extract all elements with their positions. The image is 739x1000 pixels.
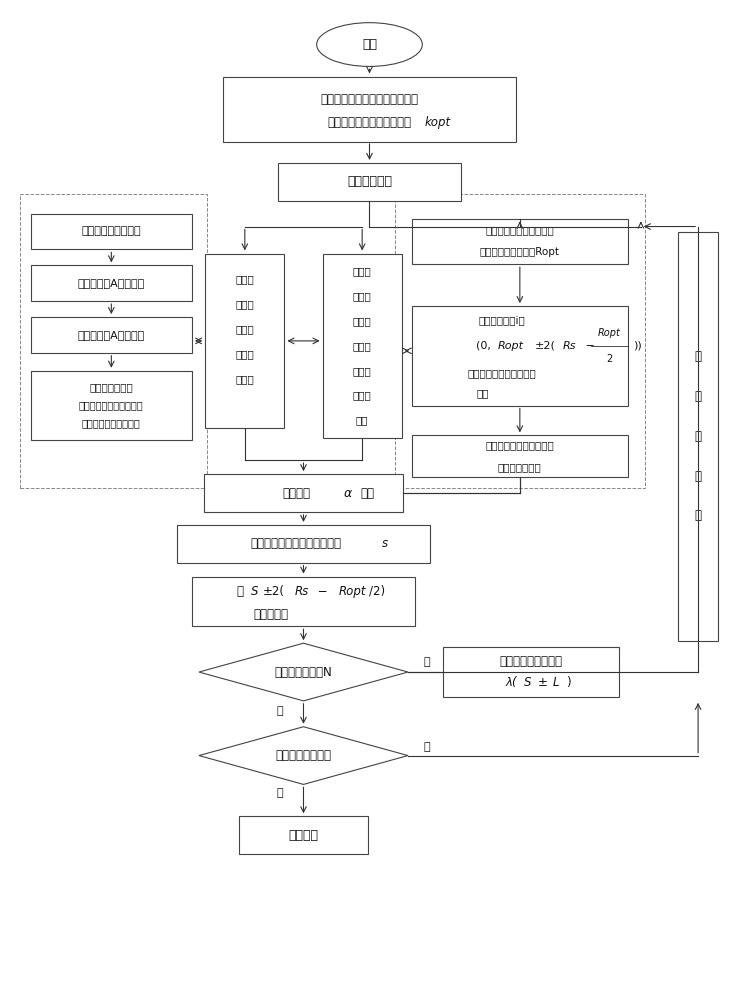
- Text: /2): /2): [370, 585, 386, 598]
- Text: 否: 否: [423, 657, 430, 667]
- Text: 根据能耗模型以及节点覆盖最优: 根据能耗模型以及节点覆盖最优: [321, 93, 418, 106]
- Polygon shape: [199, 727, 408, 784]
- Text: 是否达到最大代数: 是否达到最大代数: [276, 749, 332, 762]
- FancyBboxPatch shape: [239, 816, 368, 854]
- Text: 监测区域数字离散化: 监测区域数字离散化: [81, 227, 141, 236]
- Text: 的节点确定为其邻居骨干: 的节点确定为其邻居骨干: [467, 368, 536, 378]
- Text: L: L: [553, 676, 559, 689]
- Text: 干节点间的最优距离Ropt: 干节点间的最优距离Ropt: [480, 247, 560, 257]
- Text: 获取节点集A覆盖面积: 获取节点集A覆盖面积: [78, 330, 145, 340]
- Text: λ(: λ(: [505, 676, 517, 689]
- FancyBboxPatch shape: [223, 77, 516, 142]
- Polygon shape: [199, 643, 408, 701]
- FancyBboxPatch shape: [678, 232, 718, 641]
- Text: ±2(: ±2(: [534, 341, 556, 351]
- Text: 测区域的总面积之比）: 测区域的总面积之比）: [82, 418, 140, 428]
- Text: ): ): [566, 676, 571, 689]
- Text: 尔覆盖: 尔覆盖: [236, 299, 254, 309]
- Text: 部署结果: 部署结果: [288, 829, 319, 842]
- FancyBboxPatch shape: [443, 647, 619, 697]
- Text: ±: ±: [538, 676, 548, 689]
- FancyBboxPatch shape: [30, 265, 192, 301]
- Text: ±2(: ±2(: [263, 585, 285, 598]
- Text: Ropt: Ropt: [598, 328, 621, 338]
- FancyBboxPatch shape: [412, 219, 628, 264]
- Text: 采用系数: 采用系数: [282, 487, 310, 500]
- Text: kopt: kopt: [424, 116, 451, 129]
- Text: 署分簇: 署分簇: [353, 316, 372, 326]
- Text: 群: 群: [694, 430, 701, 443]
- Text: 距离骨干节点i为: 距离骨干节点i为: [478, 315, 525, 325]
- Text: 均匀性: 均匀性: [353, 391, 372, 401]
- Text: 覆盖率: 覆盖率: [236, 374, 254, 384]
- Text: 模型获得骨干节点的最优值: 模型获得骨干节点的最优值: [327, 116, 412, 129]
- Text: 节点: 节点: [477, 389, 489, 399]
- FancyBboxPatch shape: [322, 254, 402, 438]
- Text: S: S: [523, 676, 531, 689]
- Text: Ropt: Ropt: [338, 585, 367, 598]
- Text: （节点集的覆盖面积与监: （节点集的覆盖面积与监: [79, 401, 143, 411]
- Text: S: S: [251, 585, 258, 598]
- Text: 得网络: 得网络: [236, 349, 254, 359]
- FancyBboxPatch shape: [30, 214, 192, 249]
- Ellipse shape: [317, 23, 422, 66]
- Text: 利用布: 利用布: [236, 274, 254, 284]
- Text: 是: 是: [276, 788, 283, 798]
- Text: 智能部: 智能部: [353, 291, 372, 301]
- FancyBboxPatch shape: [30, 371, 192, 440]
- Text: 改进的: 改进的: [353, 266, 372, 276]
- FancyBboxPatch shape: [205, 474, 403, 512]
- Text: 在: 在: [237, 585, 248, 598]
- Text: Rs: Rs: [295, 585, 309, 598]
- Text: 调整节点飞行方向为: 调整节点飞行方向为: [500, 655, 562, 668]
- Text: 微粒群初始化: 微粒群初始化: [347, 175, 392, 188]
- Text: −: −: [314, 585, 331, 598]
- Text: 采用距离标准差方法获取: 采用距离标准差方法获取: [486, 440, 554, 450]
- Text: (0,: (0,: [476, 341, 494, 351]
- FancyBboxPatch shape: [30, 317, 192, 353]
- Text: 获取网络覆盖率: 获取网络覆盖率: [89, 383, 133, 393]
- FancyBboxPatch shape: [412, 306, 628, 406]
- Text: 进化后最优骨干节点位置信息: 进化后最优骨干节点位置信息: [251, 537, 341, 550]
- Text: 2: 2: [606, 354, 613, 364]
- Text: 否: 否: [423, 742, 430, 752]
- Text: α: α: [344, 487, 352, 500]
- FancyBboxPatch shape: [205, 254, 285, 428]
- Text: 获取节点集A覆盖概率: 获取节点集A覆盖概率: [78, 278, 145, 288]
- Text: 开始: 开始: [362, 38, 377, 51]
- Text: 微: 微: [694, 350, 701, 363]
- FancyBboxPatch shape: [412, 435, 628, 477]
- Text: 覆盖均匀性指标: 覆盖均匀性指标: [498, 462, 542, 472]
- Text: 算法获: 算法获: [353, 341, 372, 351]
- FancyBboxPatch shape: [177, 525, 430, 563]
- FancyBboxPatch shape: [191, 577, 415, 626]
- Text: 化: 化: [694, 509, 701, 522]
- Text: 是否满足节点集N: 是否满足节点集N: [275, 666, 333, 679]
- Text: 得覆盖: 得覆盖: [353, 366, 372, 376]
- Text: 是: 是: [276, 706, 283, 716]
- Text: 范围内搜索: 范围内搜索: [253, 608, 288, 621]
- Text: )): )): [633, 341, 642, 351]
- FancyBboxPatch shape: [278, 163, 461, 201]
- Text: 进: 进: [694, 470, 701, 483]
- Text: Rs: Rs: [562, 341, 576, 351]
- Text: Ropt: Ropt: [498, 341, 524, 351]
- Text: 粒: 粒: [694, 390, 701, 403]
- Text: s: s: [382, 537, 388, 550]
- Text: −: −: [582, 341, 599, 351]
- Text: 模型获: 模型获: [236, 324, 254, 334]
- Text: 指标: 指标: [356, 415, 369, 425]
- Text: 加权: 加权: [361, 487, 375, 500]
- Text: 根据节点覆盖模型获得骨: 根据节点覆盖模型获得骨: [486, 226, 554, 236]
